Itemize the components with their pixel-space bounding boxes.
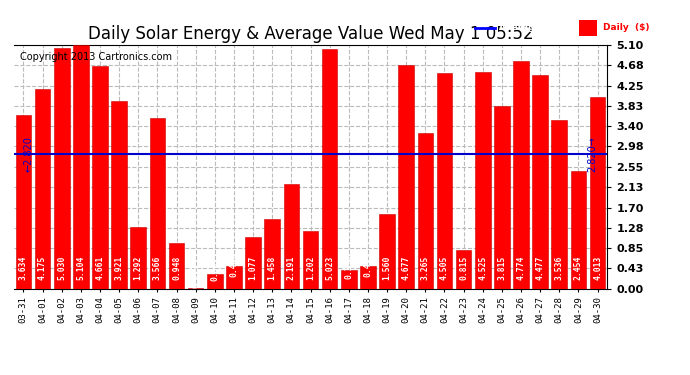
Bar [571, 171, 586, 289]
Text: 2.191: 2.191 [287, 256, 296, 280]
Text: 4.477: 4.477 [535, 256, 544, 280]
Bar [226, 266, 242, 289]
Bar [284, 184, 299, 289]
Bar [130, 227, 146, 289]
Text: 0.013: 0.013 [191, 264, 200, 288]
Text: 4.661: 4.661 [95, 256, 104, 280]
Text: 0.948: 0.948 [172, 256, 181, 280]
Text: 0.307: 0.307 [210, 257, 219, 281]
Bar [551, 120, 567, 289]
Bar [513, 61, 529, 289]
Bar [590, 97, 606, 289]
Text: 3.536: 3.536 [555, 256, 564, 280]
Bar [303, 231, 318, 289]
Text: 4.677: 4.677 [402, 256, 411, 280]
Bar [456, 250, 471, 289]
Bar [111, 101, 127, 289]
Text: 1.292: 1.292 [134, 256, 143, 280]
Bar [150, 118, 165, 289]
Bar [398, 65, 414, 289]
Text: Daily  ($): Daily ($) [603, 23, 649, 32]
Text: 1.560: 1.560 [382, 256, 391, 280]
Bar [417, 133, 433, 289]
Text: 0.815: 0.815 [459, 256, 468, 280]
Bar [207, 274, 223, 289]
Bar [34, 89, 50, 289]
Bar [264, 219, 280, 289]
Bar [579, 20, 598, 36]
Text: 4.505: 4.505 [440, 256, 449, 280]
Text: 5.104: 5.104 [77, 256, 86, 280]
Text: Average  ($): Average ($) [499, 23, 561, 32]
Title: Daily Solar Energy & Average Value Wed May 1 05:52: Daily Solar Energy & Average Value Wed M… [88, 26, 533, 44]
Bar [360, 266, 376, 289]
Text: 4.013: 4.013 [593, 256, 602, 280]
Text: 1.202: 1.202 [306, 256, 315, 280]
Text: 4.525: 4.525 [478, 256, 487, 280]
Text: 3.921: 3.921 [115, 256, 124, 280]
Bar [73, 45, 88, 289]
Bar [92, 66, 108, 289]
Text: 3.634: 3.634 [19, 256, 28, 280]
Text: 5.023: 5.023 [325, 256, 334, 280]
Text: ←2.820: ←2.820 [23, 136, 33, 172]
Text: 3.815: 3.815 [497, 256, 506, 280]
Text: 3.265: 3.265 [421, 256, 430, 280]
Bar [380, 214, 395, 289]
Text: 0.480: 0.480 [230, 253, 239, 277]
Text: 2.820→: 2.820→ [588, 136, 598, 172]
Text: 4.774: 4.774 [517, 256, 526, 280]
Text: 1.077: 1.077 [248, 256, 257, 280]
Text: 2.454: 2.454 [574, 256, 583, 280]
Bar [494, 106, 510, 289]
Text: 4.175: 4.175 [38, 256, 47, 280]
Bar [168, 243, 184, 289]
Text: 0.479: 0.479 [364, 253, 373, 277]
Text: 1.458: 1.458 [268, 256, 277, 280]
Bar [437, 74, 453, 289]
Bar [188, 288, 204, 289]
Bar [15, 115, 31, 289]
Text: 5.030: 5.030 [57, 256, 66, 280]
Text: 3.566: 3.566 [153, 256, 162, 280]
Text: Copyright 2013 Cartronics.com: Copyright 2013 Cartronics.com [20, 53, 172, 62]
Bar [475, 72, 491, 289]
Bar [54, 48, 70, 289]
Bar [341, 270, 357, 289]
Bar [245, 237, 261, 289]
Text: 0.396: 0.396 [344, 255, 353, 279]
Bar [322, 49, 337, 289]
Bar [533, 75, 548, 289]
